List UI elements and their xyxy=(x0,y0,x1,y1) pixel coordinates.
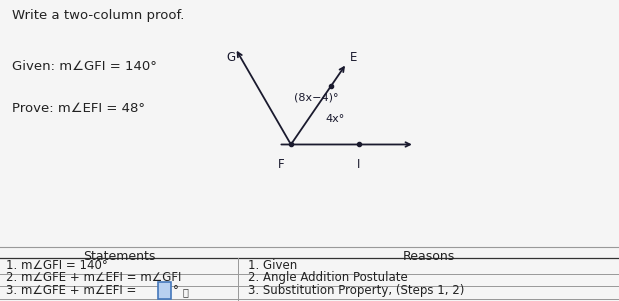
Text: 4x°: 4x° xyxy=(325,114,344,124)
Text: 1. m∠GFI = 140°: 1. m∠GFI = 140° xyxy=(6,259,108,272)
Text: I: I xyxy=(357,158,361,171)
Text: G: G xyxy=(227,51,236,64)
Text: 3. Substitution Property, (Steps 1, 2): 3. Substitution Property, (Steps 1, 2) xyxy=(248,284,464,297)
Text: 3. m∠GFE + m∠EFI =: 3. m∠GFE + m∠EFI = xyxy=(6,284,141,297)
Text: °: ° xyxy=(173,284,179,297)
Text: Prove: m∠EFI = 48°: Prove: m∠EFI = 48° xyxy=(12,102,145,115)
Text: Write a two-column proof.: Write a two-column proof. xyxy=(12,9,184,22)
Text: Reasons: Reasons xyxy=(402,250,455,263)
Text: Statements: Statements xyxy=(83,250,155,263)
Bar xyxy=(158,282,171,299)
Text: E: E xyxy=(350,51,357,64)
Text: 2. Angle Addition Postulate: 2. Angle Addition Postulate xyxy=(248,271,407,284)
Text: 2. m∠GFE + m∠EFI = m∠GFI: 2. m∠GFE + m∠EFI = m∠GFI xyxy=(6,271,181,284)
Text: ⮡: ⮡ xyxy=(183,287,188,297)
Text: F: F xyxy=(279,158,285,171)
Text: (8x−4)°: (8x−4)° xyxy=(294,93,339,103)
Text: Given: m∠GFI = 140°: Given: m∠GFI = 140° xyxy=(12,60,157,73)
Text: 1. Given: 1. Given xyxy=(248,259,297,272)
